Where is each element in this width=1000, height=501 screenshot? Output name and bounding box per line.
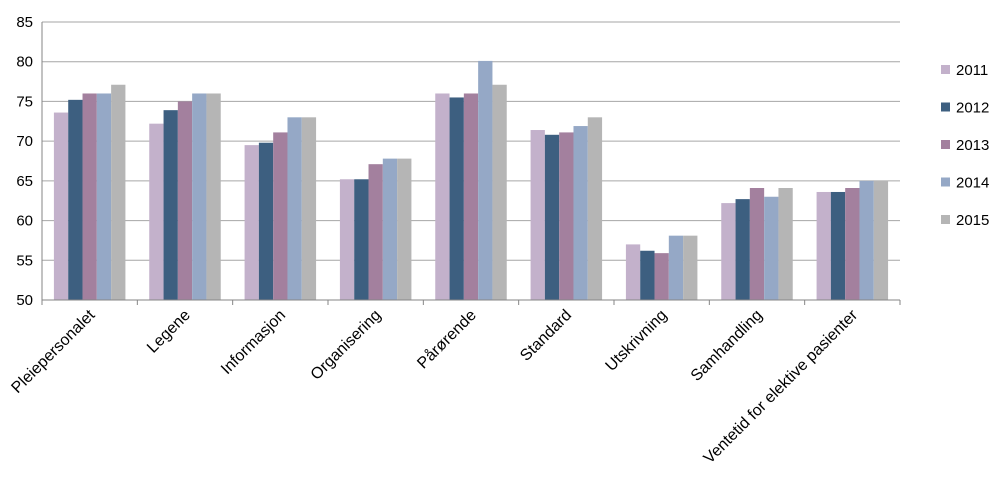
legend-label: 2015 [956, 212, 989, 229]
bar-2013-0 [82, 93, 97, 300]
bar-2011-8 [816, 191, 831, 300]
legend-label: 2011 [956, 62, 988, 79]
bar-2015-1 [206, 93, 221, 300]
x-category-label: Pårørende [414, 306, 480, 372]
bar-2014-0 [96, 93, 112, 300]
legend-label: 2012 [956, 100, 989, 117]
bar-2012-3 [354, 179, 369, 300]
bar-2013-6 [654, 253, 669, 300]
bar-2015-0 [111, 84, 126, 301]
bar-2015-8 [873, 180, 889, 300]
bar-2015-3 [397, 158, 412, 300]
legend-swatch-2015 [941, 215, 950, 224]
y-tick-label: 70 [16, 133, 33, 150]
bar-2014-3 [382, 158, 398, 300]
x-category-label: Standard [517, 307, 575, 365]
bar-2011-3 [339, 179, 355, 300]
legend-swatch-2013 [941, 140, 950, 149]
bar-2013-3 [368, 164, 383, 300]
bar-2014-4 [478, 60, 493, 300]
bar-2011-0 [53, 112, 69, 300]
bar-2011-7 [721, 203, 736, 300]
bar-2014-8 [859, 180, 874, 300]
bar-2014-1 [192, 93, 207, 300]
bar-2011-4 [435, 93, 450, 300]
y-tick-label: 60 [16, 213, 33, 230]
bar-2012-6 [640, 250, 655, 300]
bar-2013-2 [273, 132, 288, 300]
bar-2011-1 [149, 123, 164, 300]
x-category-labels: Pleiepersonalet Legene Informasjon Organise… [8, 306, 861, 467]
y-tick-label: 75 [16, 93, 33, 110]
legend: 2011 2012 2013 2014 2015 [941, 62, 989, 229]
bar-2013-5 [559, 132, 574, 300]
bar-2014-2 [287, 117, 302, 300]
bar-2012-8 [830, 191, 846, 300]
x-category-label: Samhandling [688, 307, 766, 385]
x-category-label: Informasjon [218, 307, 289, 378]
y-tick-label: 85 [16, 14, 33, 31]
bar-2012-1 [163, 110, 178, 300]
y-tick-label: 50 [16, 292, 33, 309]
bar-2012-5 [544, 134, 560, 300]
bar-2015-5 [587, 117, 603, 300]
y-tick-label: 65 [16, 173, 33, 190]
bar-2012-4 [449, 97, 464, 300]
y-tick-label: 80 [16, 54, 33, 71]
bar-2014-5 [573, 126, 588, 301]
bar-2013-1 [177, 101, 193, 300]
legend-label: 2013 [956, 137, 989, 154]
bar-2012-0 [68, 99, 83, 300]
bar-2015-4 [492, 84, 507, 301]
x-category-label: Utskrivning [603, 307, 671, 375]
bar-2012-7 [735, 199, 750, 300]
legend-swatch-2014 [941, 177, 950, 187]
bar-2011-5 [530, 130, 545, 300]
legend-label: 2014 [956, 175, 989, 192]
bar-2015-7 [778, 188, 793, 300]
x-category-label: Organisering [308, 307, 385, 384]
bar-2014-7 [764, 196, 779, 300]
bar-2013-4 [463, 93, 479, 300]
y-tick-label: 55 [16, 252, 33, 269]
bar-2013-7 [749, 188, 765, 300]
bar-2015-6 [683, 235, 698, 300]
bar-2012-2 [258, 142, 274, 300]
bar-2011-2 [244, 145, 259, 300]
bar-2013-8 [845, 188, 860, 300]
y-tick-labels: 50 55 60 65 70 75 80 85 [16, 14, 33, 309]
axes [41, 22, 901, 305]
bar-2011-6 [625, 244, 641, 300]
bar-2014-6 [668, 235, 684, 300]
legend-swatch-2012 [941, 102, 950, 112]
bars [53, 60, 889, 301]
x-category-label: Legene [144, 307, 194, 357]
legend-swatch-2011 [941, 65, 950, 74]
x-category-label: Ventetid for elektive pasienter [701, 306, 862, 467]
x-category-label: Pleiepersonalet [8, 306, 98, 396]
bar-2015-2 [301, 117, 317, 300]
